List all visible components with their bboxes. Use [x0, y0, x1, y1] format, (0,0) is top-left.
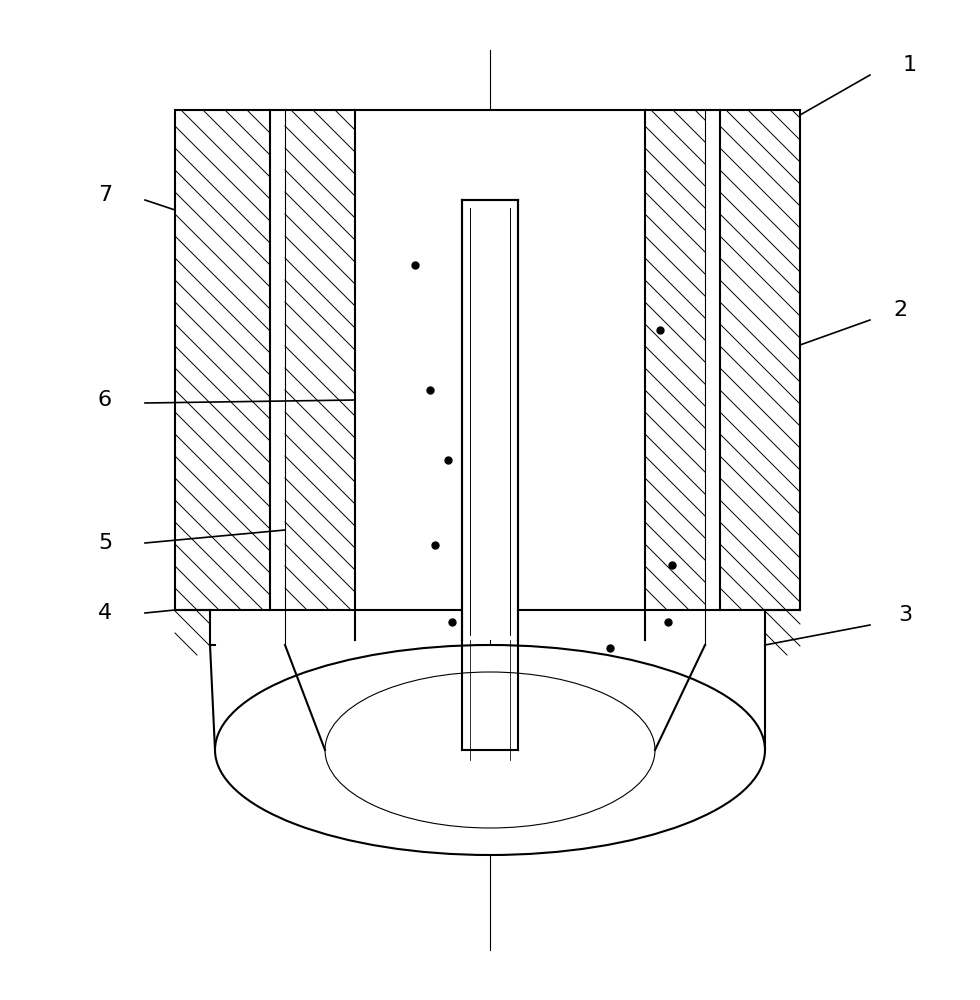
Text: 2: 2: [893, 300, 907, 320]
Text: 1: 1: [903, 55, 917, 75]
Text: 4: 4: [98, 603, 112, 623]
Text: 6: 6: [98, 390, 112, 410]
Text: 5: 5: [98, 533, 112, 553]
Polygon shape: [462, 200, 518, 640]
Text: 7: 7: [98, 185, 112, 205]
Ellipse shape: [215, 645, 765, 855]
Text: 3: 3: [898, 605, 912, 625]
